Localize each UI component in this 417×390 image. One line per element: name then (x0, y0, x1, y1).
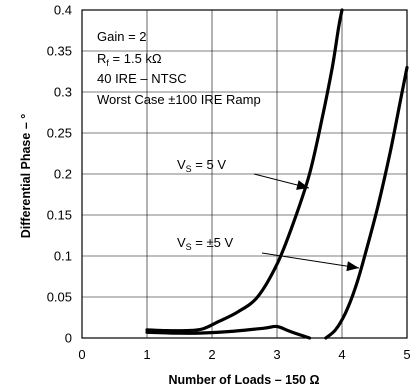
x-tick-label: 3 (273, 347, 280, 362)
x-tick-labels: 0 1 2 3 4 5 (78, 347, 410, 362)
x-axis-title: Number of Loads – 150 Ω (168, 373, 319, 387)
x-tick-label: 0 (78, 347, 85, 362)
series-line (324, 65, 409, 340)
ire-label: 40 IRE – NTSC (97, 71, 187, 86)
plot-frame (81, 9, 408, 339)
gain-label: Gain = 2 (97, 29, 147, 44)
y-tick-label: 0.25 (47, 126, 72, 141)
ramp-label: Worst Case ±100 IRE Ramp (97, 92, 261, 107)
annotation-arrowhead (346, 261, 359, 272)
y-tick-label: 0.15 (47, 208, 72, 223)
rf-label: Rf = 1.5 kΩ (97, 51, 162, 68)
y-tick-label: 0.1 (54, 249, 72, 264)
series-line (145, 324, 312, 340)
y-tick-label: 0.35 (47, 44, 72, 59)
annotation-arrows (253, 173, 360, 272)
y-tick-label: 0.05 (47, 290, 72, 305)
y-tick-label: 0.4 (54, 3, 72, 18)
y-tick-label: 0.2 (54, 167, 72, 182)
y-tick-label: 0 (65, 331, 72, 346)
y-tick-label: 0.3 (54, 85, 72, 100)
vs-5v-annotation: VS = 5 V (177, 157, 226, 174)
x-tick-label: 5 (403, 347, 410, 362)
vs-pm5v-annotation: VS = ±5 V (177, 235, 233, 252)
conditions-text: Gain = 2 Rf = 1.5 kΩ 40 IRE – NTSC Worst… (97, 29, 261, 107)
annotation-arrowhead (296, 180, 309, 190)
x-tick-label: 1 (143, 347, 150, 362)
y-tick-labels: 0 0.05 0.1 0.15 0.2 0.25 0.3 0.35 0.4 (47, 3, 72, 346)
series-lines (145, 8, 409, 340)
grid-lines (82, 10, 407, 338)
x-tick-label: 2 (208, 347, 215, 362)
x-tick-label: 4 (338, 347, 345, 362)
y-axis-title: Differential Phase – ° (19, 114, 33, 239)
series-line (145, 8, 344, 333)
annotation-leader-line (261, 252, 360, 269)
